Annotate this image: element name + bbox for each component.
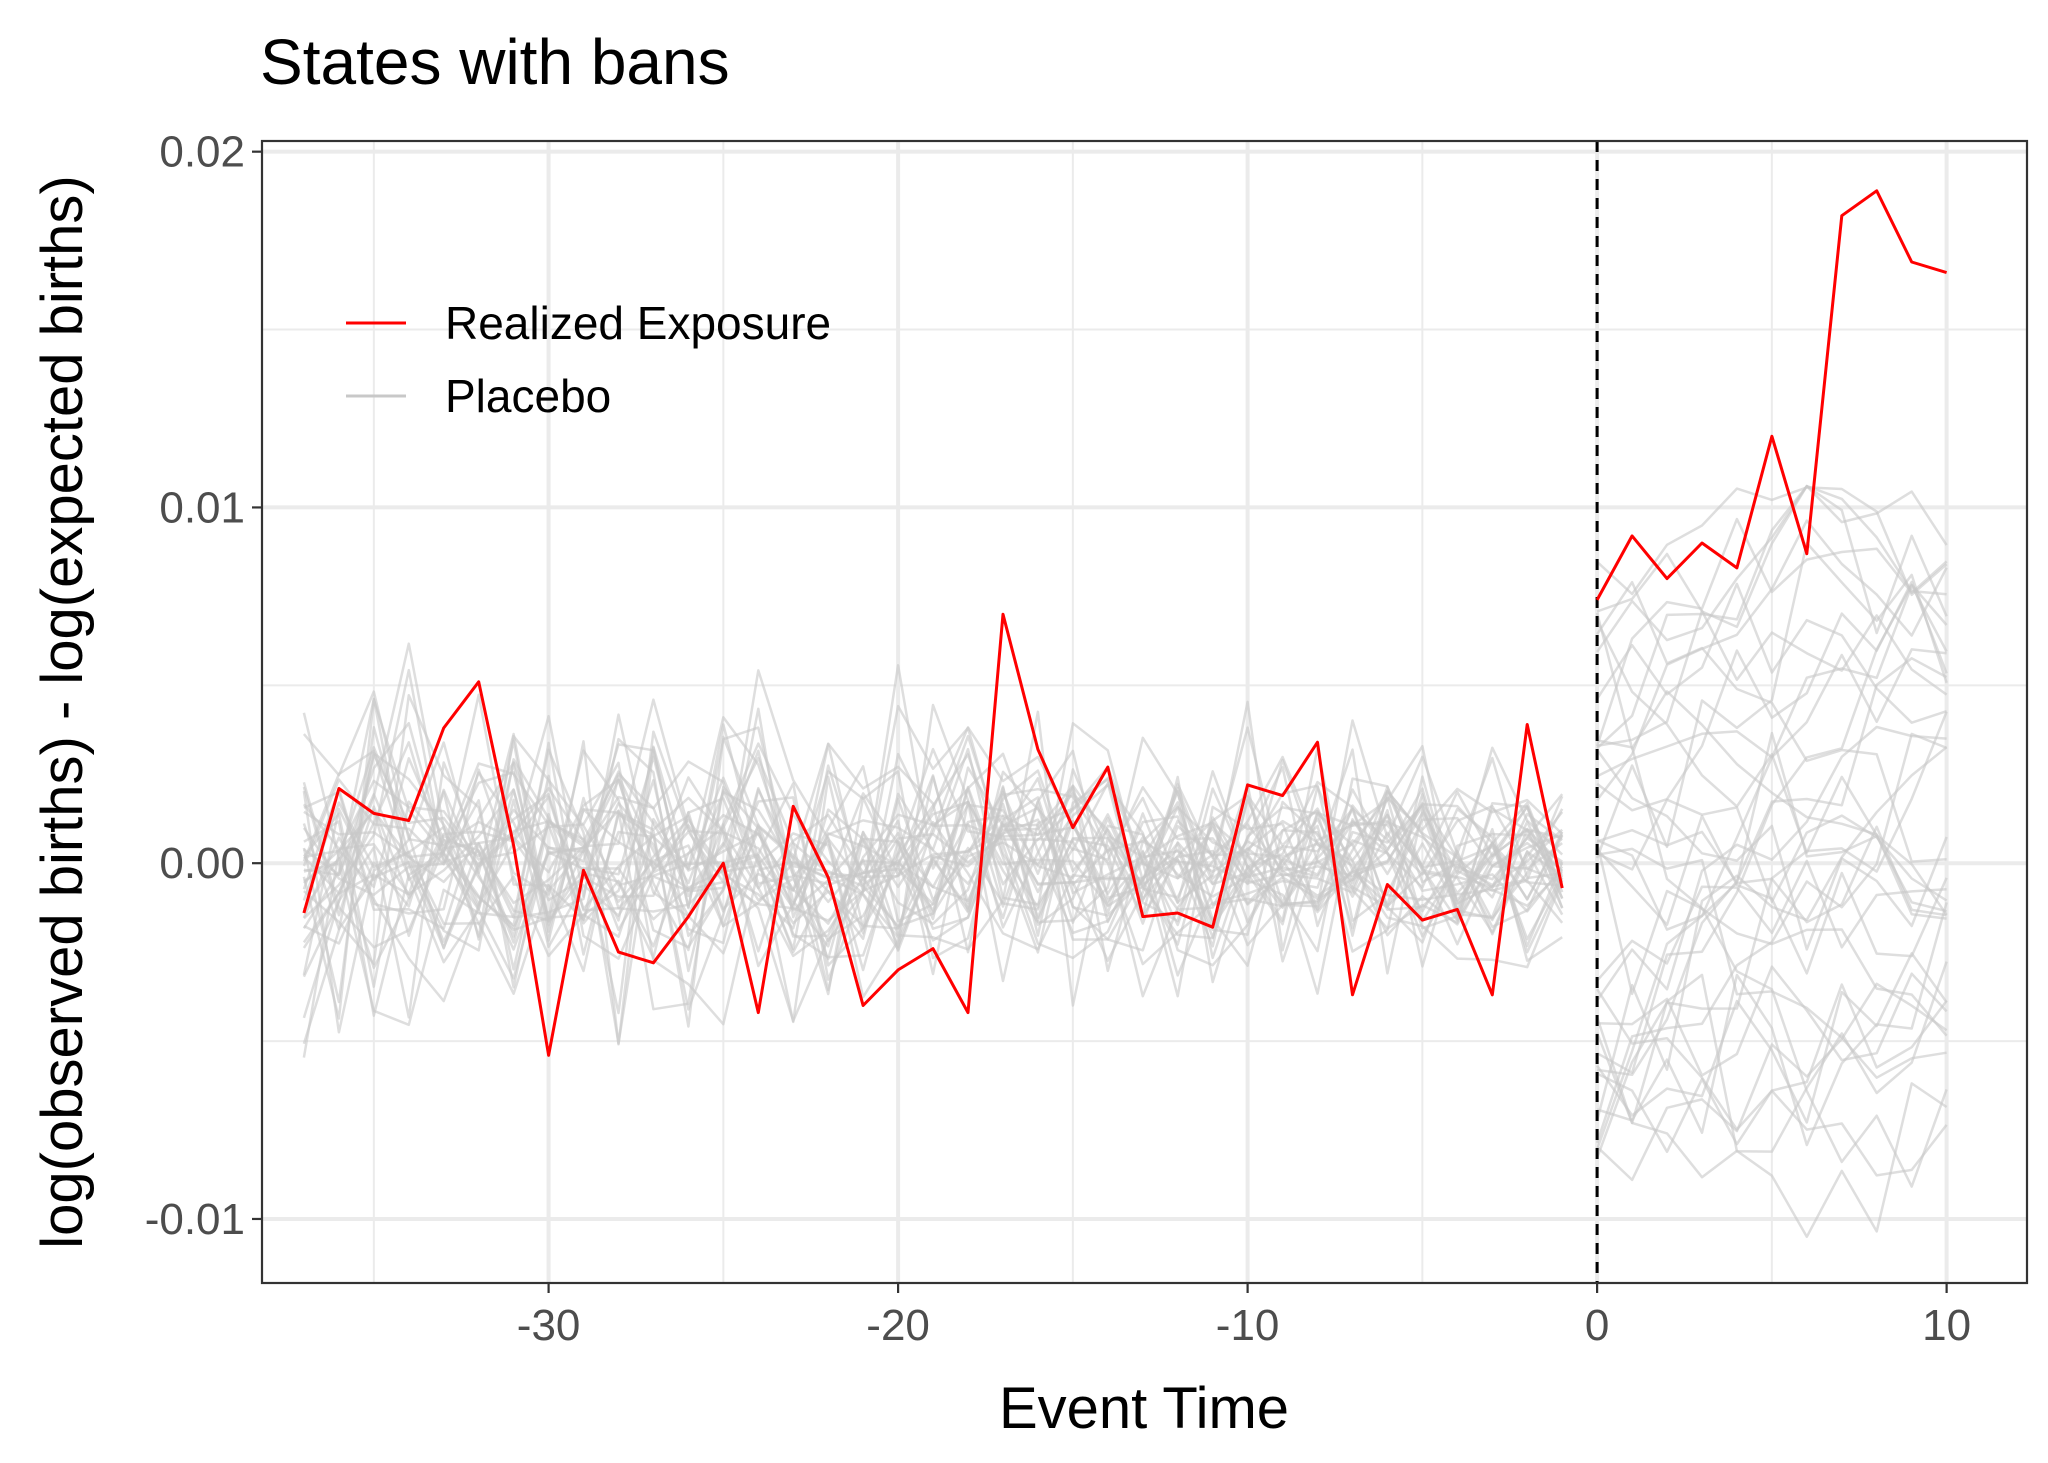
placebo-line-pre — [302, 732, 1564, 976]
placebo-line-post — [1596, 825, 1947, 931]
placebo-line-post — [1596, 580, 1947, 863]
placebo-line-post — [1596, 484, 1947, 629]
chart-title: States with bans — [260, 26, 730, 98]
x-axis: -30 -20 -10 0 10 — [517, 1283, 1971, 1350]
x-tick-label: -10 — [1216, 1301, 1280, 1350]
placebo-line-post — [1596, 484, 1948, 750]
placebo-line-pre — [302, 747, 1564, 1045]
y-tick-label: -0.01 — [145, 1195, 245, 1244]
y-axis-title: log(observed births) - log(expected birt… — [30, 175, 95, 1248]
x-tick-label: -30 — [517, 1301, 581, 1350]
placebo-line-pre — [302, 669, 1563, 950]
y-axis: -0.01 0.00 0.01 0.02 — [145, 128, 262, 1244]
realized-series-group — [302, 189, 1948, 1057]
placebo-line-pre — [303, 693, 1564, 971]
placebo-line-post — [1596, 725, 1947, 1002]
placebo-line-pre — [302, 745, 1564, 967]
placebo-line-post — [1596, 609, 1948, 748]
placebo-line-post — [1596, 648, 1947, 778]
x-axis-title: Event Time — [999, 1376, 1289, 1441]
placebo-line-post — [1596, 739, 1948, 1188]
placebo-line-post — [1595, 620, 1948, 916]
legend-label-realized: Realized Exposure — [445, 297, 831, 349]
placebo-line-pre — [303, 735, 1563, 1028]
placebo-line-post — [1595, 842, 1948, 1037]
placebo-line-post — [1596, 952, 1948, 1124]
legend: Realized Exposure Placebo — [346, 297, 831, 422]
placebo-line-post — [1596, 749, 1948, 951]
placebo-line-post — [1596, 814, 1948, 975]
y-tick-label: 0.00 — [159, 839, 245, 888]
x-tick-label: -20 — [866, 1301, 930, 1350]
panel-border — [260, 139, 2029, 1285]
placebo-line-post — [1596, 859, 1947, 982]
placebo-line-pre — [302, 734, 1564, 978]
legend-label-placebo: Placebo — [445, 370, 611, 422]
placebo-line-pre — [302, 726, 1564, 1004]
placebo-line-pre — [302, 742, 1564, 954]
placebo-line-pre — [302, 700, 1563, 1034]
placebo-line-post — [1596, 798, 1948, 903]
placebo-line-post — [1595, 541, 1948, 859]
placebo-line-post — [1595, 517, 1948, 747]
x-tick-label: 10 — [1922, 1301, 1971, 1350]
placebo-line-post — [1595, 612, 1947, 920]
placebo-line-post — [1596, 486, 1948, 597]
placebo-line-post — [1596, 902, 1948, 1147]
panel-background — [262, 141, 2027, 1283]
placebo-line-pre — [302, 698, 1564, 967]
placebo-line-post — [1595, 732, 1948, 1144]
placebo-line-pre — [302, 736, 1563, 989]
placebo-line-post — [1596, 484, 1948, 653]
placebo-line-pre — [303, 744, 1564, 984]
plot-panel — [262, 141, 2027, 1283]
placebo-line-post — [1595, 961, 1948, 1153]
realized-line-post — [1595, 189, 1948, 601]
x-tick-label: 0 — [1585, 1301, 1609, 1350]
placebo-line-post — [1596, 983, 1948, 1154]
placebo-line-pre — [302, 741, 1564, 1011]
y-tick-label: 0.02 — [159, 128, 245, 177]
placebo-line-post — [1596, 519, 1948, 801]
realized-line-pre — [302, 612, 1564, 1057]
placebo-line-post — [1596, 580, 1948, 812]
placebo-series-group — [302, 484, 1948, 1239]
placebo-line-pre — [302, 690, 1563, 967]
placebo-line-pre — [302, 761, 1564, 1019]
placebo-line-post — [1596, 731, 1947, 913]
placebo-line-pre — [302, 726, 1564, 1003]
y-tick-label: 0.01 — [159, 483, 245, 532]
